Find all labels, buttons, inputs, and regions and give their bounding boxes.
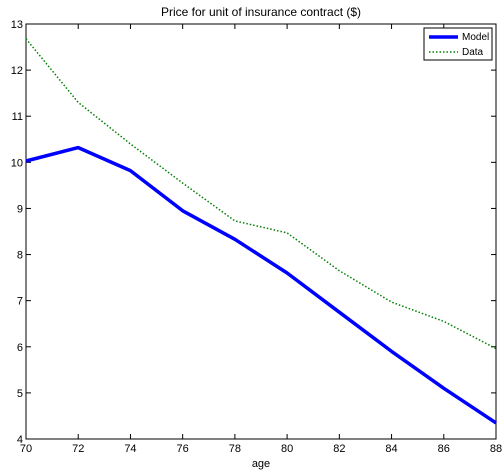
x-tick-label: 80 [281, 443, 293, 455]
x-tick-label: 82 [333, 443, 345, 455]
y-tick-label: 7 [17, 296, 23, 308]
y-tick-label: 11 [12, 111, 23, 123]
x-axis-label: age [252, 458, 270, 470]
legend-box [423, 27, 493, 61]
legend-label-data: Data [462, 47, 484, 58]
series-layer [25, 38, 497, 425]
x-tick-label: 88 [490, 443, 502, 455]
y-tick-label: 13 [11, 19, 23, 31]
x-tick-label: 70 [20, 443, 32, 455]
y-tick-label: 10 [11, 157, 23, 169]
x-tick-label: 84 [385, 443, 397, 455]
legend-label-model: Model [462, 32, 489, 43]
x-tick-label: 72 [72, 443, 84, 455]
y-tick-label: 5 [17, 388, 23, 400]
chart-title: Price for unit of insurance contract ($) [161, 5, 361, 19]
y-tick-label: 12 [11, 65, 23, 77]
legend: Model Data [423, 27, 493, 61]
y-tick-label: 6 [17, 342, 23, 354]
y-tick-label: 8 [17, 250, 23, 262]
y-tick-label: 9 [17, 203, 23, 215]
x-tick-label: 74 [124, 443, 136, 455]
series-line-data [25, 38, 497, 350]
y-tick-label: 4 [17, 434, 23, 446]
x-tick-label: 86 [438, 443, 450, 455]
x-tick-label: 78 [229, 443, 241, 455]
x-tick-label: 76 [177, 443, 189, 455]
series-line-model [25, 145, 497, 425]
